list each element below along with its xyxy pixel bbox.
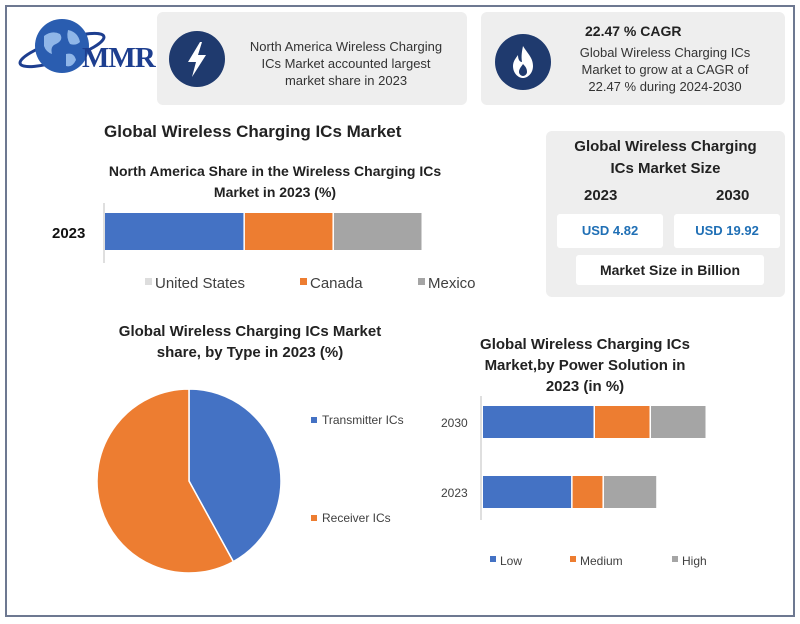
market-size-year-2030: 2030	[716, 187, 750, 204]
legend-label: Receiver ICs	[322, 511, 391, 525]
market-size-year-2023: 2023	[584, 187, 618, 204]
bar-mexico	[333, 213, 422, 250]
legend-swatch	[418, 278, 425, 285]
north-america-chart-title: North America Share in the Wireless Char…	[100, 161, 450, 203]
legend-swatch	[145, 278, 152, 285]
legend-label: United States	[155, 275, 245, 292]
chart-title-line: North America Share in the Wireless Char…	[108, 163, 442, 179]
legend-swatch	[311, 417, 317, 423]
bar-high-2023	[603, 476, 657, 508]
bar-low-2030	[483, 406, 594, 438]
category-label: 2023	[441, 486, 468, 500]
bar-medium-2023	[572, 476, 603, 508]
legend-swatch	[311, 515, 317, 521]
market-size-title-line: ICs Market Size	[610, 160, 721, 177]
chart-title-line: Market in 2023 (%)	[213, 184, 337, 200]
cagr-card-text: Global Wireless Charging ICs Market to g…	[565, 44, 765, 95]
legend-label: Medium	[580, 554, 623, 568]
card-line: ICs Market accounted largest	[261, 56, 431, 71]
category-label: 2023	[52, 225, 85, 242]
north-america-card-text: North America Wireless Charging ICs Mark…	[235, 38, 457, 89]
legend-label: Transmitter ICs	[322, 413, 404, 427]
bar-low-2023	[483, 476, 572, 508]
card-line: North America Wireless Charging	[249, 39, 443, 54]
bar-medium-2030	[595, 406, 650, 438]
market-size-title: Global Wireless Charging ICs Market Size	[546, 136, 785, 180]
bar-united-states	[105, 213, 244, 250]
legend-swatch	[490, 556, 496, 562]
bar-high-2030	[651, 406, 706, 438]
category-label: 2030	[441, 416, 468, 430]
market-size-value-2030: USD 19.92	[674, 214, 780, 248]
pie-slice-transmitter-ics	[188, 388, 282, 563]
logo-text: MMR	[82, 42, 156, 74]
chart-title-line: Market,by Power Solution in	[484, 357, 686, 374]
chart-title-line: 2023 (in %)	[545, 378, 625, 395]
north-america-card: North America Wireless Charging ICs Mark…	[157, 12, 467, 105]
legend-swatch	[300, 278, 307, 285]
pie-slice-receiver-ics	[96, 388, 235, 574]
chart-title-line: share, by Type in 2023 (%)	[156, 344, 344, 361]
flame-icon	[495, 34, 551, 90]
card-line: market share in 2023	[284, 73, 408, 88]
card-line: Market to grow at a CAGR of	[581, 62, 749, 77]
power-chart-title: Global Wireless Charging ICs Market,by P…	[455, 334, 715, 397]
lightning-icon	[169, 31, 225, 87]
cagr-heading: 22.47 % CAGR	[585, 23, 682, 39]
legend-label: Mexico	[428, 275, 476, 292]
globe-icon	[18, 19, 106, 73]
mmr-logo: MMR	[14, 14, 164, 84]
market-size-value-2023: USD 4.82	[557, 214, 663, 248]
card-line: Global Wireless Charging ICs	[579, 45, 751, 60]
legend-label: High	[682, 554, 707, 568]
market-size-title-line: Global Wireless Charging	[574, 138, 757, 155]
market-size-panel: Global Wireless Charging ICs Market Size…	[546, 131, 785, 297]
chart-title-line: Global Wireless Charging ICs	[480, 336, 690, 353]
main-title: Global Wireless Charging ICs Market	[104, 122, 402, 141]
legend-label: Canada	[310, 275, 363, 292]
chart-title-line: Global Wireless Charging ICs Market	[118, 323, 382, 340]
legend-swatch	[570, 556, 576, 562]
card-line: 22.47 % during 2024-2030	[588, 79, 742, 94]
bar-canada	[244, 213, 333, 250]
type-chart-title: Global Wireless Charging ICs Market shar…	[100, 321, 400, 363]
legend-swatch	[672, 556, 678, 562]
market-size-unit: Market Size in Billion	[576, 255, 764, 285]
legend-label: Low	[500, 554, 522, 568]
cagr-card: 22.47 % CAGR Global Wireless Charging IC…	[481, 12, 785, 105]
